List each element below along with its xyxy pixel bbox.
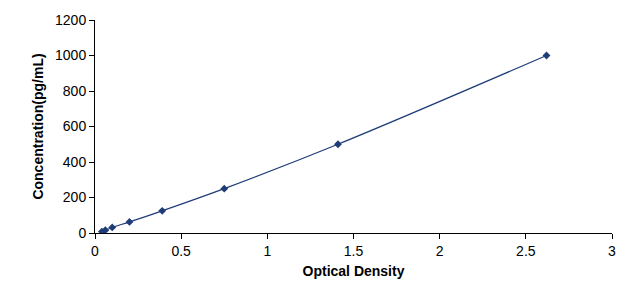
svg-text:800: 800 [63, 83, 87, 99]
svg-text:0: 0 [91, 243, 99, 259]
svg-text:0: 0 [78, 225, 86, 241]
svg-text:1200: 1200 [55, 12, 86, 28]
svg-text:1000: 1000 [55, 47, 86, 63]
svg-text:2.5: 2.5 [516, 243, 536, 259]
svg-text:600: 600 [63, 118, 87, 134]
svg-text:Optical Density: Optical Density [303, 263, 405, 279]
svg-text:Concentration(pg/mL): Concentration(pg/mL) [30, 53, 46, 199]
svg-text:200: 200 [63, 189, 87, 205]
svg-text:3: 3 [608, 243, 616, 259]
svg-text:400: 400 [63, 154, 87, 170]
svg-text:1.5: 1.5 [344, 243, 364, 259]
svg-text:0.5: 0.5 [171, 243, 191, 259]
svg-text:2: 2 [436, 243, 444, 259]
svg-text:1: 1 [263, 243, 271, 259]
